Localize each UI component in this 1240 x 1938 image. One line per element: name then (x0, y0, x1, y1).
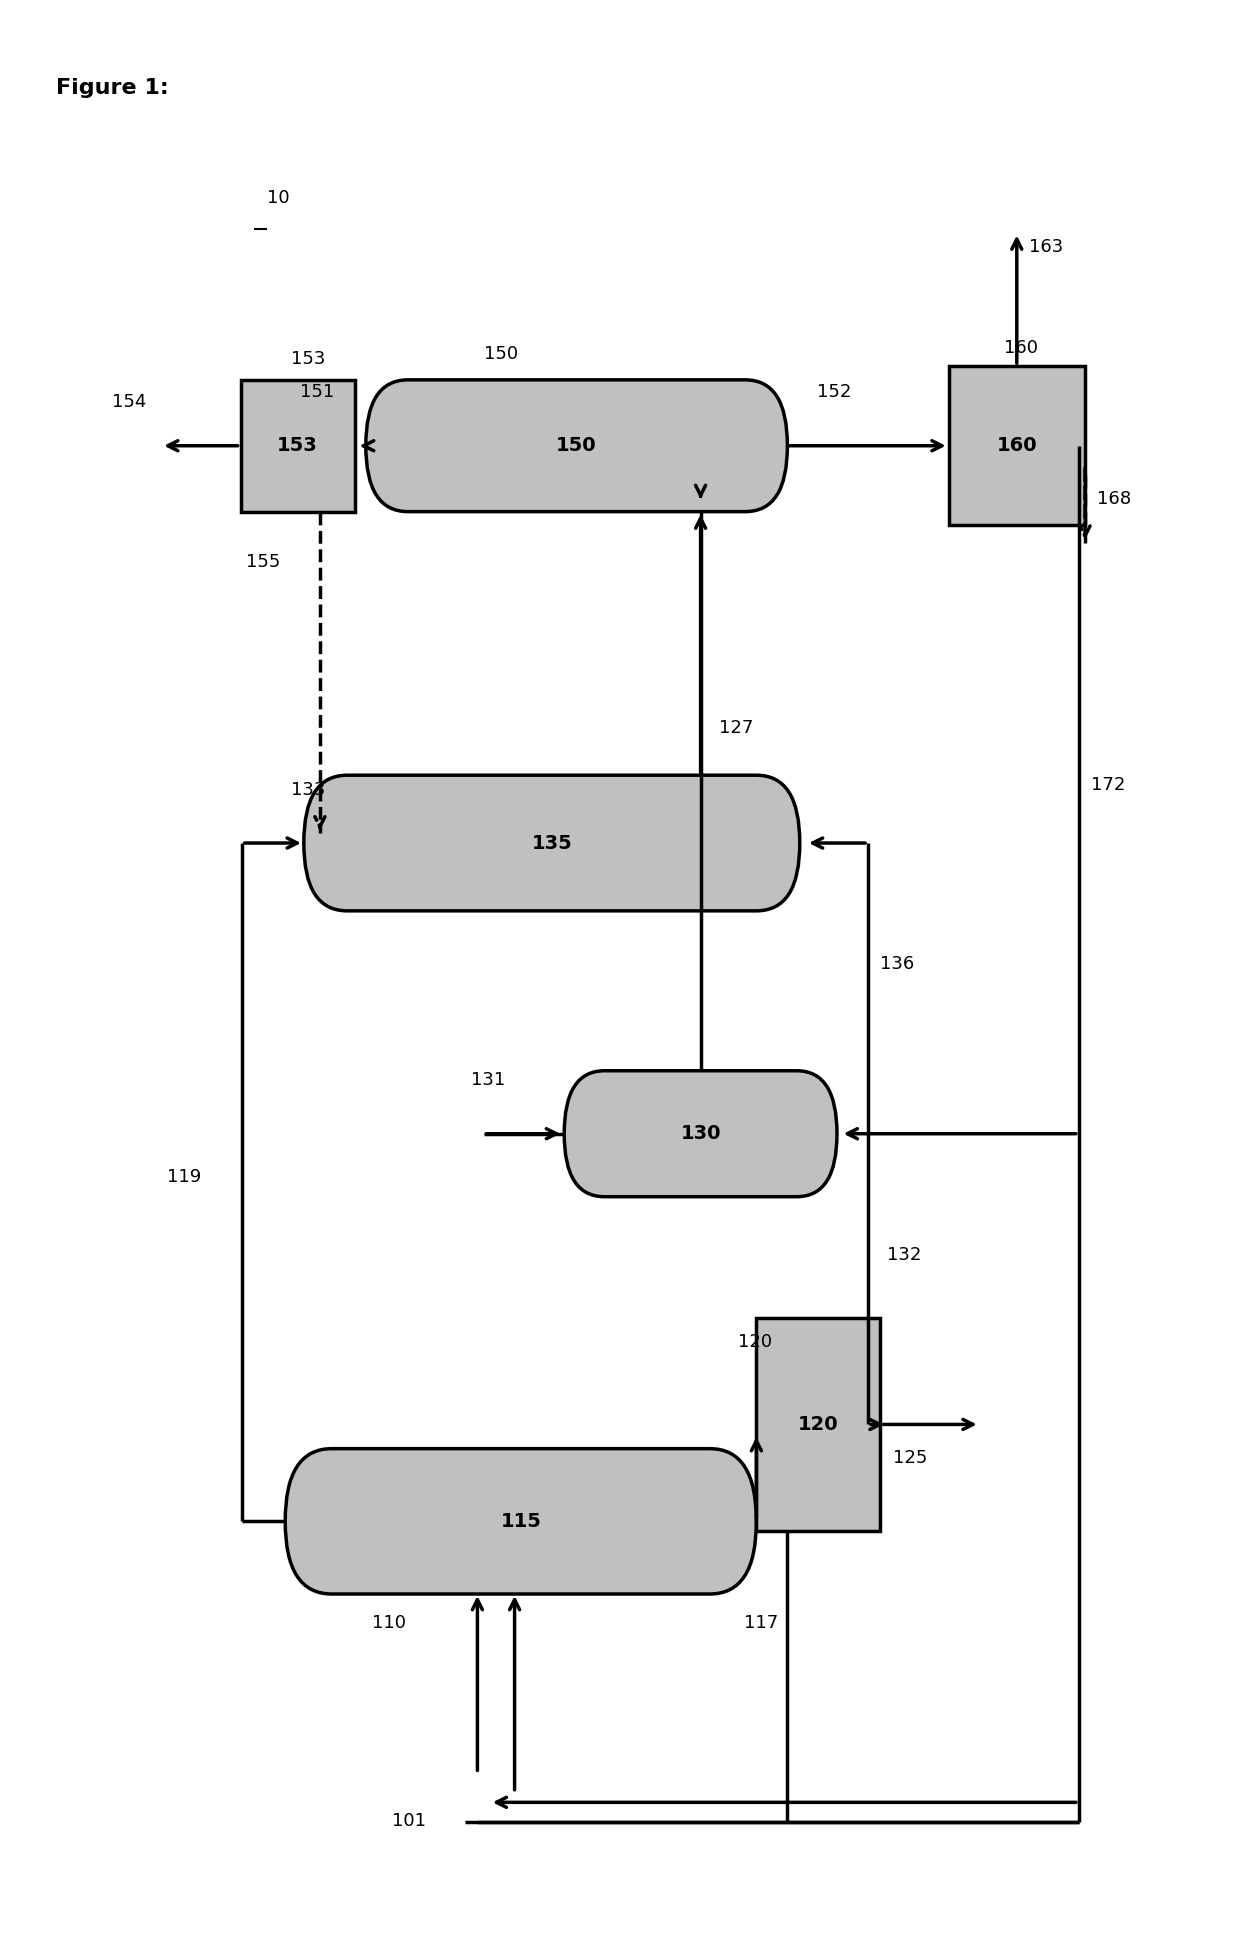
FancyBboxPatch shape (756, 1318, 880, 1531)
Text: 117: 117 (744, 1614, 779, 1632)
FancyBboxPatch shape (564, 1072, 837, 1198)
Text: 130: 130 (681, 1124, 720, 1143)
Text: 153: 153 (291, 351, 326, 368)
Text: 115: 115 (501, 1512, 541, 1531)
Text: 110: 110 (372, 1614, 405, 1632)
Text: 131: 131 (471, 1072, 506, 1089)
Text: 152: 152 (817, 384, 852, 401)
Text: 155: 155 (246, 552, 280, 572)
Text: 133: 133 (291, 781, 326, 798)
Text: 120: 120 (738, 1333, 773, 1351)
Text: 127: 127 (719, 719, 754, 736)
Text: 136: 136 (880, 955, 915, 973)
FancyBboxPatch shape (285, 1450, 756, 1593)
Text: 135: 135 (532, 833, 572, 853)
Text: 172: 172 (1091, 775, 1126, 795)
Text: 150: 150 (557, 436, 596, 455)
Text: 120: 120 (799, 1415, 838, 1434)
Text: 101: 101 (392, 1812, 427, 1829)
Text: 125: 125 (893, 1450, 928, 1467)
Text: Figure 1:: Figure 1: (56, 78, 169, 97)
Text: 153: 153 (278, 436, 317, 455)
Text: 154: 154 (112, 393, 146, 411)
Text: 132: 132 (887, 1246, 921, 1264)
FancyBboxPatch shape (304, 775, 800, 911)
Text: 119: 119 (167, 1169, 202, 1186)
FancyBboxPatch shape (366, 380, 787, 512)
Text: 163: 163 (1029, 238, 1064, 256)
Text: 150: 150 (484, 345, 518, 362)
FancyBboxPatch shape (241, 380, 355, 512)
Text: 160: 160 (1004, 339, 1038, 357)
Text: 160: 160 (997, 436, 1037, 455)
FancyBboxPatch shape (949, 366, 1085, 525)
Text: 168: 168 (1097, 490, 1132, 508)
Text: 10: 10 (267, 190, 289, 207)
Text: 151: 151 (300, 384, 335, 401)
